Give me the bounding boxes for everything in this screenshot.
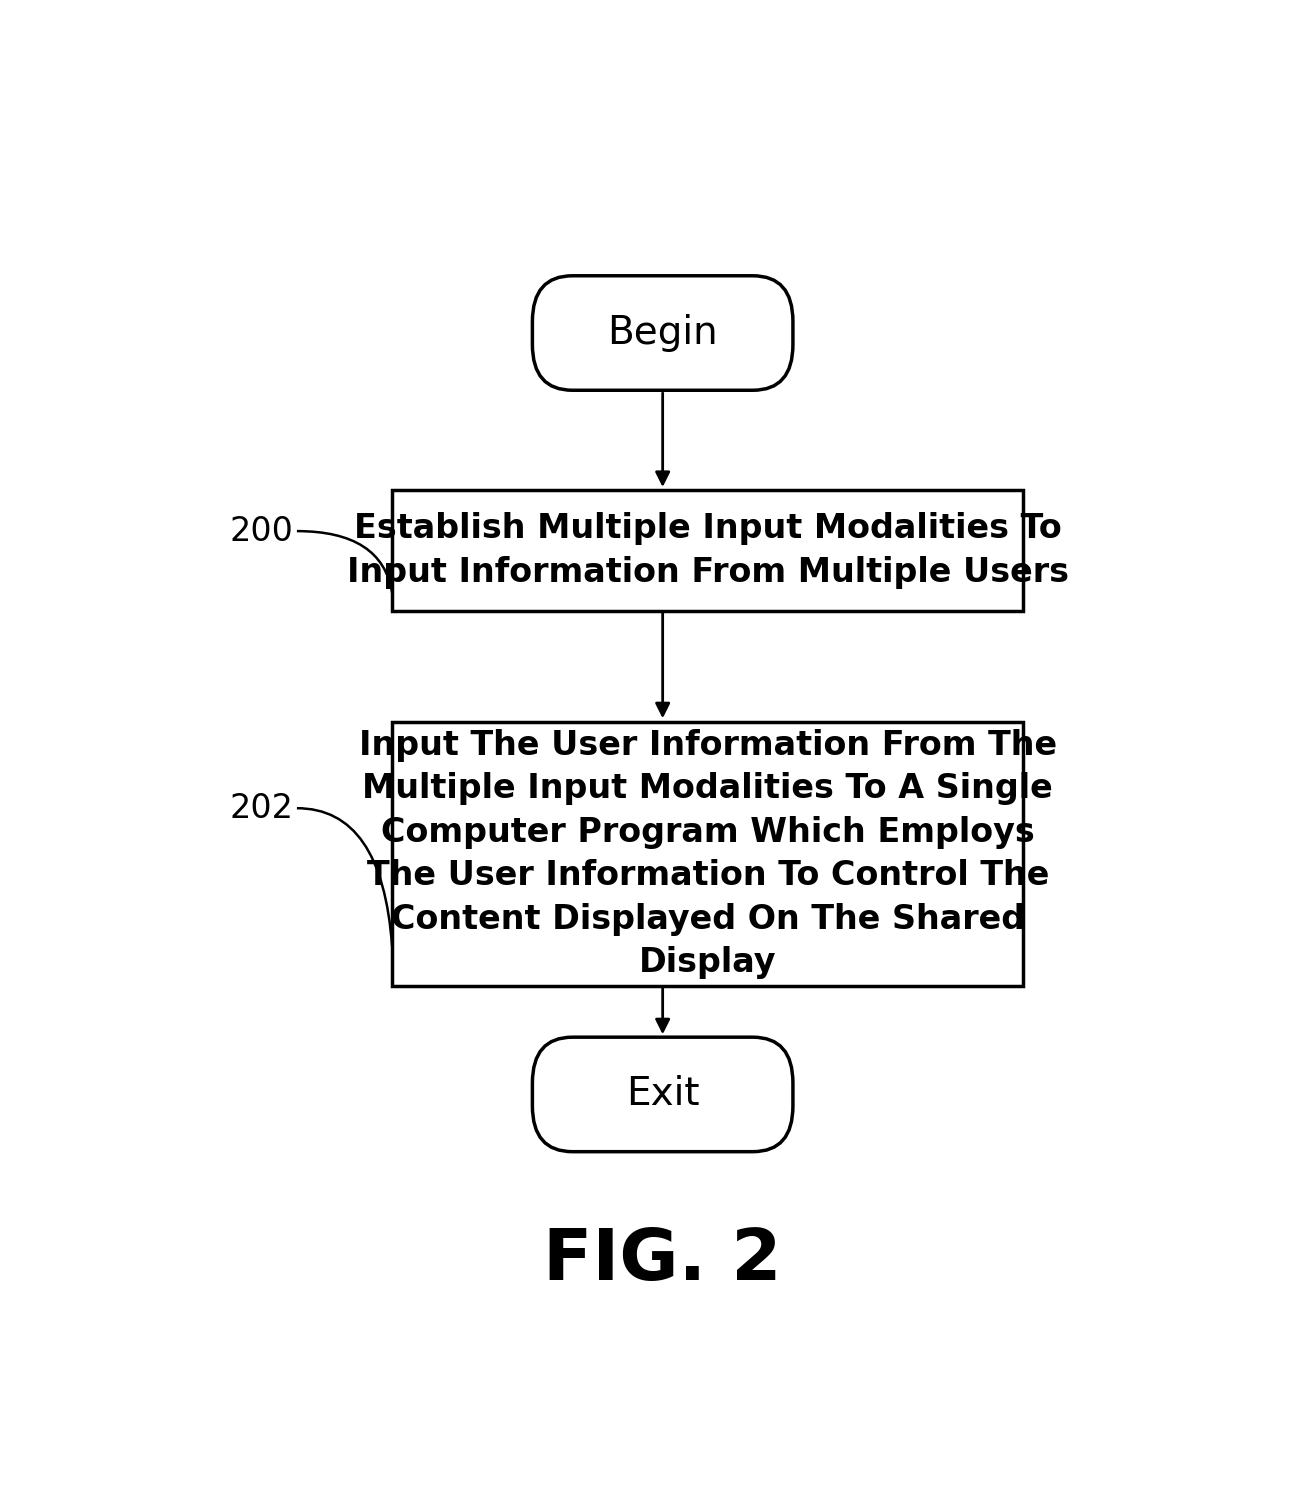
- Text: Establish Multiple Input Modalities To
Input Information From Multiple Users: Establish Multiple Input Modalities To I…: [347, 513, 1069, 589]
- FancyBboxPatch shape: [533, 1038, 793, 1151]
- Text: Begin: Begin: [608, 314, 718, 352]
- Text: Exit: Exit: [626, 1075, 700, 1114]
- Bar: [392, 491, 1024, 611]
- Text: Input The User Information From The
Multiple Input Modalities To A Single
Comput: Input The User Information From The Mult…: [358, 729, 1056, 978]
- Text: 200: 200: [230, 515, 294, 547]
- FancyBboxPatch shape: [533, 275, 793, 390]
- Bar: [392, 723, 1024, 986]
- Text: FIG. 2: FIG. 2: [543, 1225, 782, 1295]
- Text: 202: 202: [230, 791, 294, 825]
